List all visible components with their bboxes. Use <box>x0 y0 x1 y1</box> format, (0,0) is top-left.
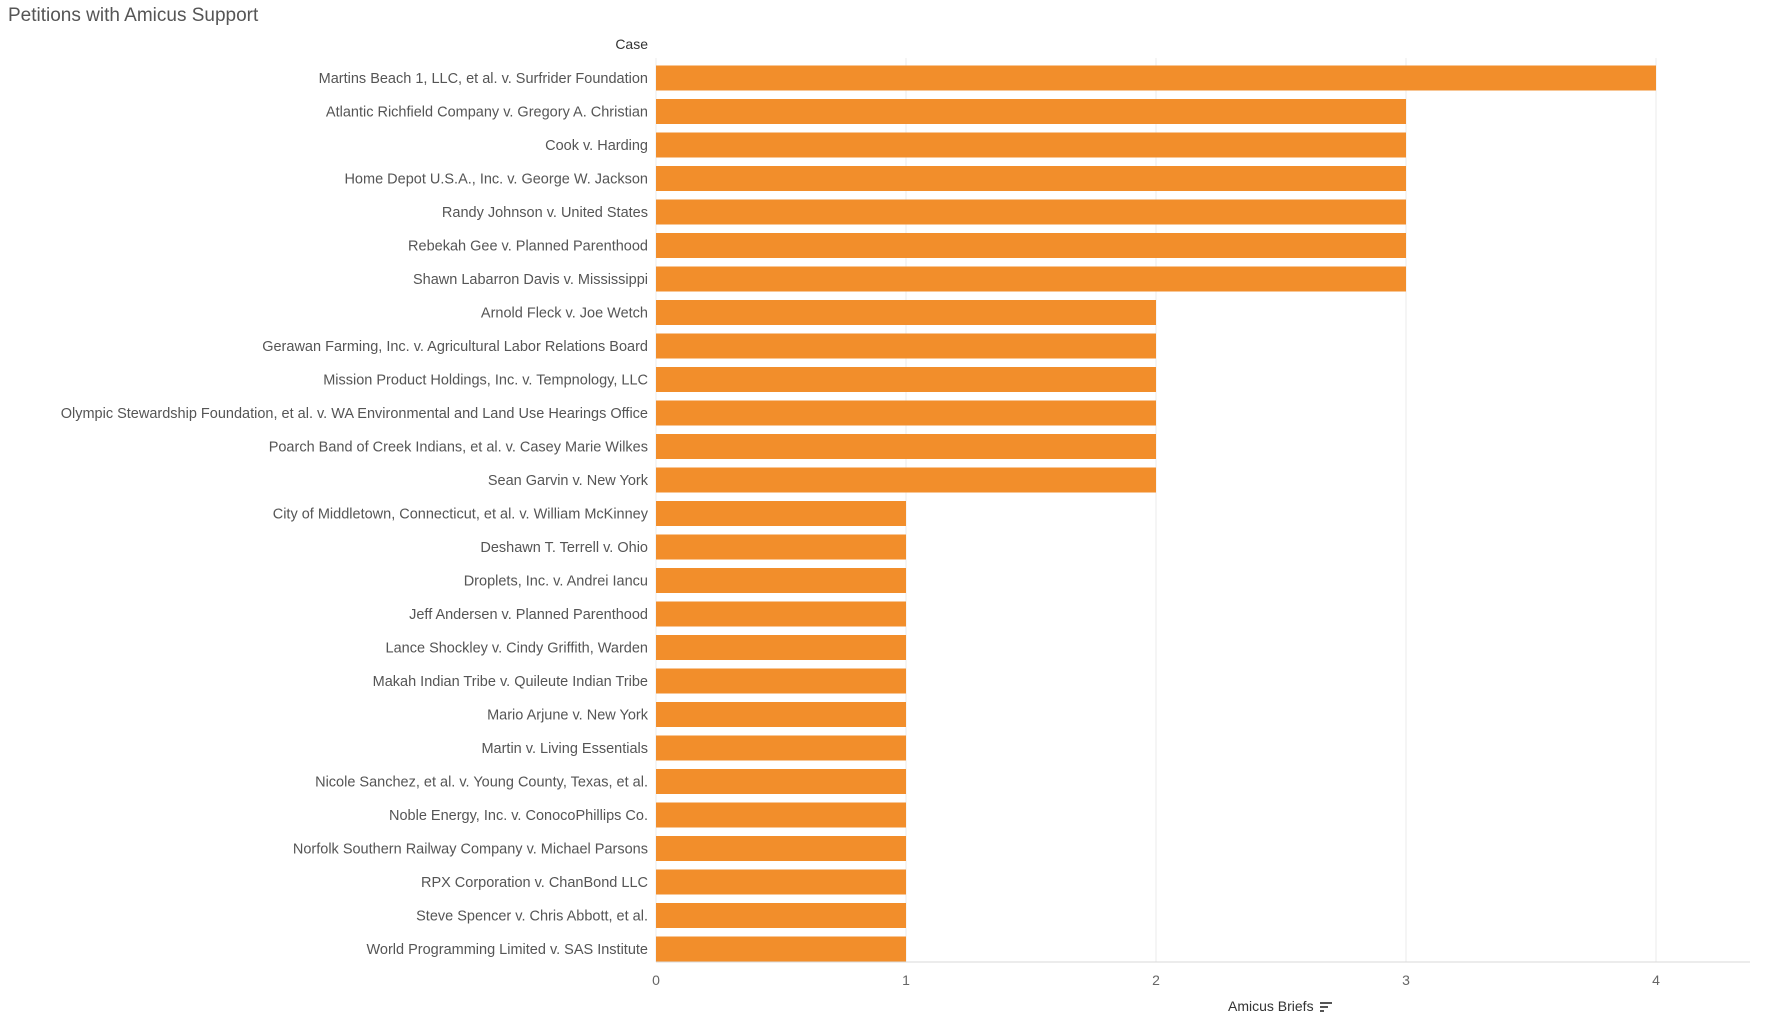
category-label: Mission Product Holdings, Inc. v. Tempno… <box>323 373 648 389</box>
bar[interactable] <box>656 802 906 828</box>
category-label: Arnold Fleck v. Joe Wetch <box>481 306 648 322</box>
category-label: Olympic Stewardship Foundation, et al. v… <box>61 406 648 422</box>
bar[interactable] <box>656 300 1156 325</box>
bar[interactable] <box>656 199 1406 225</box>
bar[interactable] <box>656 702 906 727</box>
bar[interactable] <box>656 501 906 526</box>
category-label: Atlantic Richfield Company v. Gregory A.… <box>326 105 648 121</box>
x-axis-ticks: 0 1 2 3 4 <box>652 972 1660 988</box>
category-label: Poarch Band of Creek Indians, et al. v. … <box>269 440 648 456</box>
category-label: Norfolk Southern Railway Company v. Mich… <box>293 842 648 858</box>
category-label: Sean Garvin v. New York <box>488 473 649 489</box>
category-label: Droplets, Inc. v. Andrei Iancu <box>464 574 648 590</box>
category-label: Shawn Labarron Davis v. Mississippi <box>413 272 648 288</box>
x-axis-title[interactable]: Amicus Briefs <box>1228 998 1332 1014</box>
bar[interactable] <box>656 166 1406 191</box>
bar[interactable] <box>656 534 906 560</box>
category-labels: Martins Beach 1, LLC, et al. v. Surfride… <box>61 71 649 958</box>
category-label: Cook v. Harding <box>545 138 648 154</box>
bar[interactable] <box>656 668 906 694</box>
bar[interactable] <box>656 233 1406 258</box>
category-label: Mario Arjune v. New York <box>487 708 649 724</box>
category-label: Lance Shockley v. Cindy Griffith, Warden <box>386 641 648 657</box>
x-tick-label: 4 <box>1652 972 1660 988</box>
bar[interactable] <box>656 333 1156 359</box>
bar[interactable] <box>656 769 906 794</box>
bar[interactable] <box>656 99 1406 124</box>
bar[interactable] <box>656 65 1656 91</box>
category-label: Gerawan Farming, Inc. v. Agricultural La… <box>262 339 648 355</box>
category-label: Deshawn T. Terrell v. Ohio <box>480 540 648 556</box>
category-label: RPX Corporation v. ChanBond LLC <box>421 875 648 891</box>
bar[interactable] <box>656 635 906 660</box>
bar[interactable] <box>656 601 906 627</box>
bar[interactable] <box>656 836 906 861</box>
bar[interactable] <box>656 903 906 928</box>
bar[interactable] <box>656 266 1406 292</box>
category-label: Rebekah Gee v. Planned Parenthood <box>408 239 648 255</box>
chart-title: Petitions with Amicus Support <box>8 5 259 26</box>
bar[interactable] <box>656 735 906 761</box>
y-axis-header[interactable]: Case <box>615 36 648 52</box>
x-tick-label: 0 <box>652 972 660 988</box>
bars <box>656 65 1656 962</box>
bar[interactable] <box>656 936 906 962</box>
category-label: Steve Spencer v. Chris Abbott, et al. <box>416 909 648 925</box>
bar[interactable] <box>656 568 906 593</box>
bar[interactable] <box>656 400 1156 426</box>
category-label: Noble Energy, Inc. v. ConocoPhillips Co. <box>389 808 648 824</box>
category-label: Randy Johnson v. United States <box>442 205 648 221</box>
category-label: Martin v. Living Essentials <box>481 741 648 757</box>
category-label: Jeff Andersen v. Planned Parenthood <box>409 607 648 623</box>
x-axis-title-text: Amicus Briefs <box>1228 998 1314 1014</box>
bar[interactable] <box>656 434 1156 459</box>
category-label: Nicole Sanchez, et al. v. Young County, … <box>315 775 648 791</box>
sort-descending-icon[interactable] <box>1319 1002 1332 1012</box>
x-tick-label: 1 <box>902 972 910 988</box>
bar[interactable] <box>656 467 1156 493</box>
x-tick-label: 3 <box>1402 972 1410 988</box>
bar[interactable] <box>656 132 1406 158</box>
category-label: Martins Beach 1, LLC, et al. v. Surfride… <box>319 71 648 87</box>
bar[interactable] <box>656 367 1156 392</box>
bar[interactable] <box>656 869 906 895</box>
category-label: World Programming Limited v. SAS Institu… <box>366 942 648 958</box>
category-label: Home Depot U.S.A., Inc. v. George W. Jac… <box>344 172 648 188</box>
category-label: Makah Indian Tribe v. Quileute Indian Tr… <box>373 674 648 690</box>
category-label: City of Middletown, Connecticut, et al. … <box>273 507 649 523</box>
x-tick-label: 2 <box>1152 972 1160 988</box>
